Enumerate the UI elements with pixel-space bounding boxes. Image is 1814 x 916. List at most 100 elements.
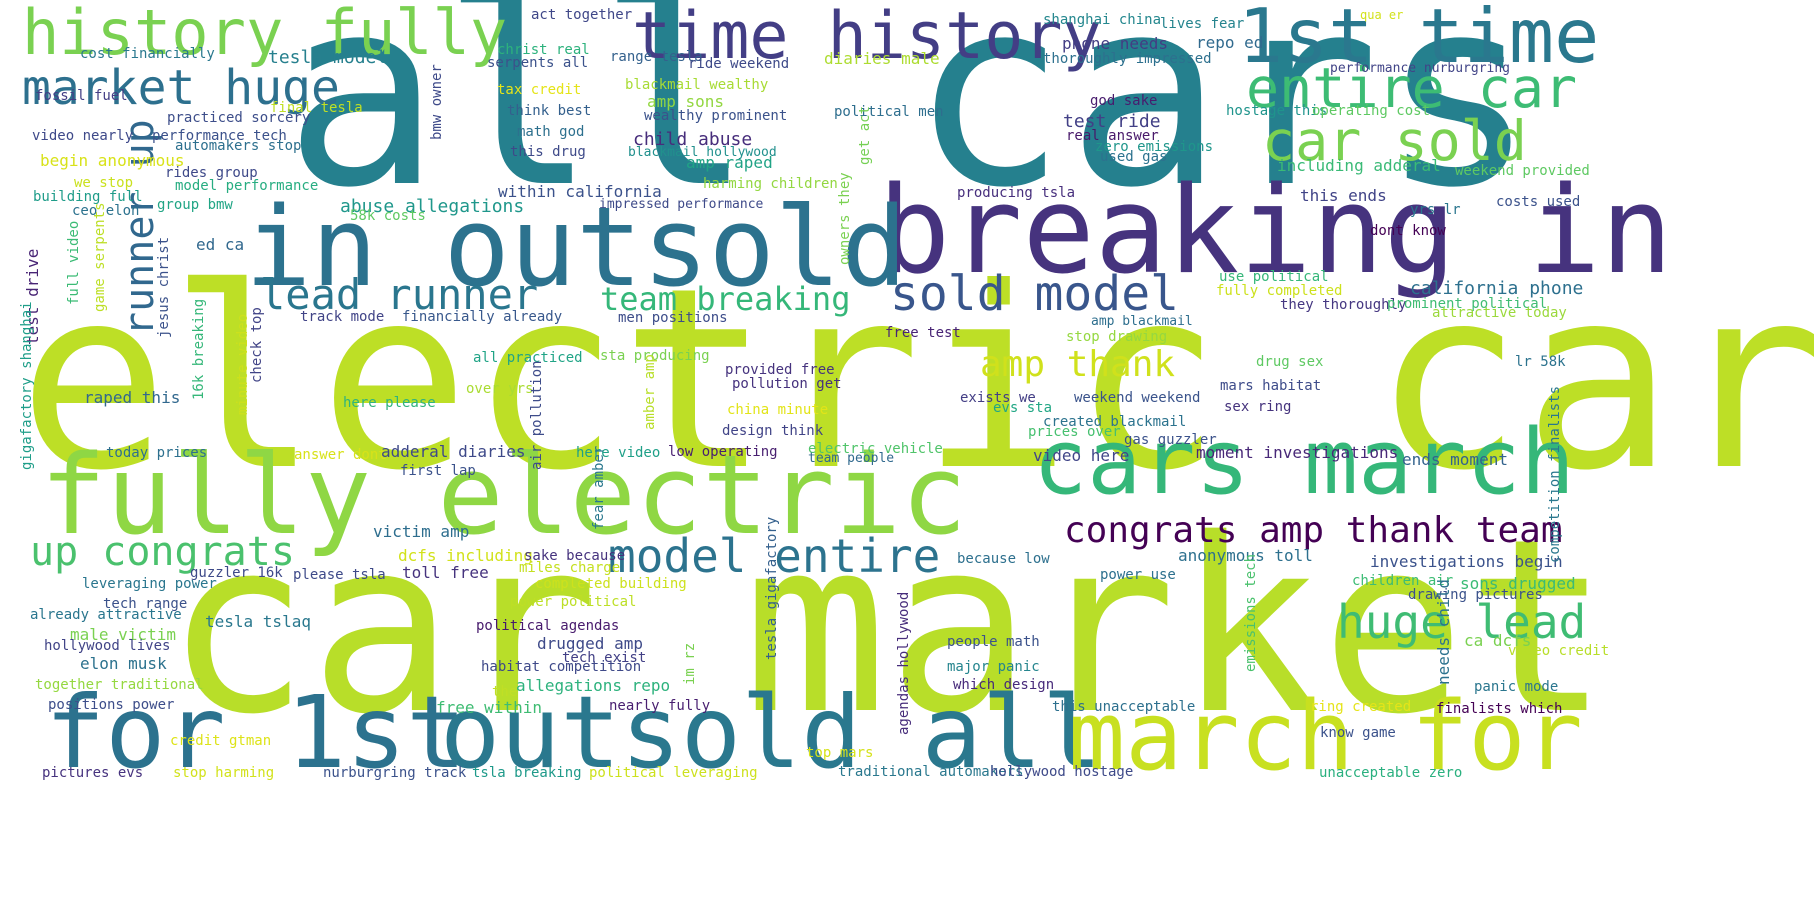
cloud-word: sta producing — [600, 348, 710, 364]
cloud-word: victim amp — [373, 522, 470, 541]
cloud-word: here please — [343, 395, 436, 411]
cloud-word: drawing pictures — [1408, 587, 1543, 603]
cloud-word: cars march — [1033, 410, 1575, 515]
cloud-word: tech range — [103, 596, 188, 612]
cloud-word: group bmw — [157, 197, 233, 213]
cloud-word: nearly fully — [609, 698, 711, 714]
cloud-word: attractive today — [1432, 305, 1567, 321]
cloud-word: cost financially — [80, 46, 215, 62]
cloud-word: prices over — [1028, 424, 1121, 440]
cloud-word: men positions — [618, 310, 728, 326]
cloud-word: because low — [957, 551, 1050, 567]
cloud-word: emissions tech — [1243, 553, 1259, 672]
cloud-word: think best — [507, 103, 592, 119]
cloud-word: full video — [66, 220, 82, 305]
cloud-word: range tesla — [610, 49, 703, 65]
cloud-word: 58k costs — [350, 208, 426, 224]
cloud-word: tech exist — [562, 650, 647, 666]
cloud-word: video here — [1033, 446, 1130, 465]
cloud-word: design think — [722, 423, 824, 439]
cloud-word: weekend provided — [1455, 163, 1590, 179]
cloud-word: history fully — [22, 0, 508, 69]
cloud-word: tesla model — [268, 47, 388, 68]
cloud-word: outsold all — [440, 674, 1103, 791]
cloud-word: exists we — [960, 390, 1036, 406]
cloud-word: all cars — [284, 0, 1537, 245]
cloud-word: this ends — [1300, 186, 1387, 205]
cloud-word: amber amp — [642, 354, 658, 430]
cloud-word: market huge — [22, 60, 340, 116]
cloud-word: math god — [517, 124, 585, 140]
cloud-word: traditional automakers — [838, 764, 1024, 780]
cloud-word: tesla gigafactory — [764, 516, 780, 660]
cloud-word: tesla tslaq — [205, 612, 311, 631]
cloud-word: hollywood lives — [44, 638, 171, 654]
cloud-word: stop drawing — [1066, 329, 1168, 345]
cloud-word: pictures evs — [42, 765, 144, 781]
cloud-word: leveraging power — [82, 576, 217, 592]
cloud-word: get act — [857, 105, 873, 165]
cloud-word: first lap — [400, 463, 476, 479]
cloud-word: harming children — [703, 176, 838, 192]
cloud-word: sold model — [890, 266, 1179, 322]
cloud-word: free within — [436, 698, 542, 717]
cloud-word: owners they — [837, 172, 853, 265]
cloud-word: political leveraging — [589, 765, 758, 781]
cloud-word: answer dont — [294, 447, 387, 463]
cloud-word: power use — [1100, 567, 1176, 583]
cloud-word: time history — [632, 0, 1102, 74]
cloud-word: lr 58k — [1515, 354, 1566, 370]
cloud-word: all practiced — [473, 350, 583, 366]
cloud-word: entire car — [1246, 56, 1578, 120]
cloud-word: model performance — [175, 178, 319, 194]
cloud-word: qua er — [1360, 8, 1404, 22]
cloud-word: shanghai china — [1043, 12, 1162, 28]
cloud-word: gigafactory shanghai — [19, 301, 35, 470]
cloud-word: know game — [1320, 725, 1396, 741]
cloud-word: created blackmail — [1043, 414, 1187, 430]
cloud-word: operating cost — [1312, 103, 1431, 119]
cloud-word: tax credit — [497, 82, 582, 98]
cloud-word: drug sex — [1256, 354, 1324, 370]
cloud-word: performance nurburgring — [1330, 61, 1511, 76]
cloud-word: march for — [1068, 682, 1583, 792]
cloud-word: team breaking — [600, 280, 851, 318]
cloud-word: game serpents — [92, 202, 108, 312]
cloud-word: habitat competition — [481, 659, 642, 675]
cloud-word: automakers stop — [175, 138, 302, 154]
cloud-word: within california — [498, 182, 662, 201]
cloud-word: finalists which — [1436, 701, 1563, 717]
cloud-word: together traditional — [35, 677, 204, 693]
cloud-word: ring created — [1310, 699, 1412, 715]
cloud-word: major panic — [947, 659, 1040, 675]
cloud-word: over yrs — [466, 381, 534, 397]
cloud-word: stop harming — [173, 765, 275, 781]
cloud-word: gas guzzler — [1124, 432, 1217, 448]
cloud-word: used gas — [1100, 149, 1168, 165]
cloud-word: practiced sorcery — [167, 110, 311, 126]
cloud-word: ca dcfs — [1464, 631, 1532, 650]
cloud-word: bmw owner — [429, 64, 445, 140]
cloud-word: blackmail wealthy — [625, 77, 769, 93]
cloud-word: financially already — [402, 309, 563, 325]
cloud-word: ceo elon — [72, 203, 140, 219]
cloud-word: moment investigations — [1196, 443, 1399, 462]
cloud-word: ride weekend — [688, 56, 790, 72]
cloud-word: rides group — [165, 165, 258, 181]
cloud-word: tsla breaking — [472, 765, 582, 781]
cloud-word: for 1st — [45, 674, 467, 791]
cloud-word: performance tech — [152, 128, 287, 144]
cloud-word: use political — [1219, 269, 1329, 285]
cloud-word: investigations begin — [1370, 552, 1563, 571]
cloud-word: the — [492, 684, 518, 700]
cloud-word: building full — [33, 189, 143, 205]
cloud-word: which design — [953, 677, 1055, 693]
cloud-word: final tesla — [270, 100, 363, 116]
cloud-word: minute video — [235, 313, 251, 415]
cloud-word: political agendas — [476, 618, 620, 634]
cloud-word: evs sta — [993, 400, 1053, 416]
cloud-word: phone needs — [1062, 34, 1168, 53]
cloud-word: california phone — [1410, 278, 1584, 299]
cloud-word: wealthy prominent — [644, 108, 788, 124]
